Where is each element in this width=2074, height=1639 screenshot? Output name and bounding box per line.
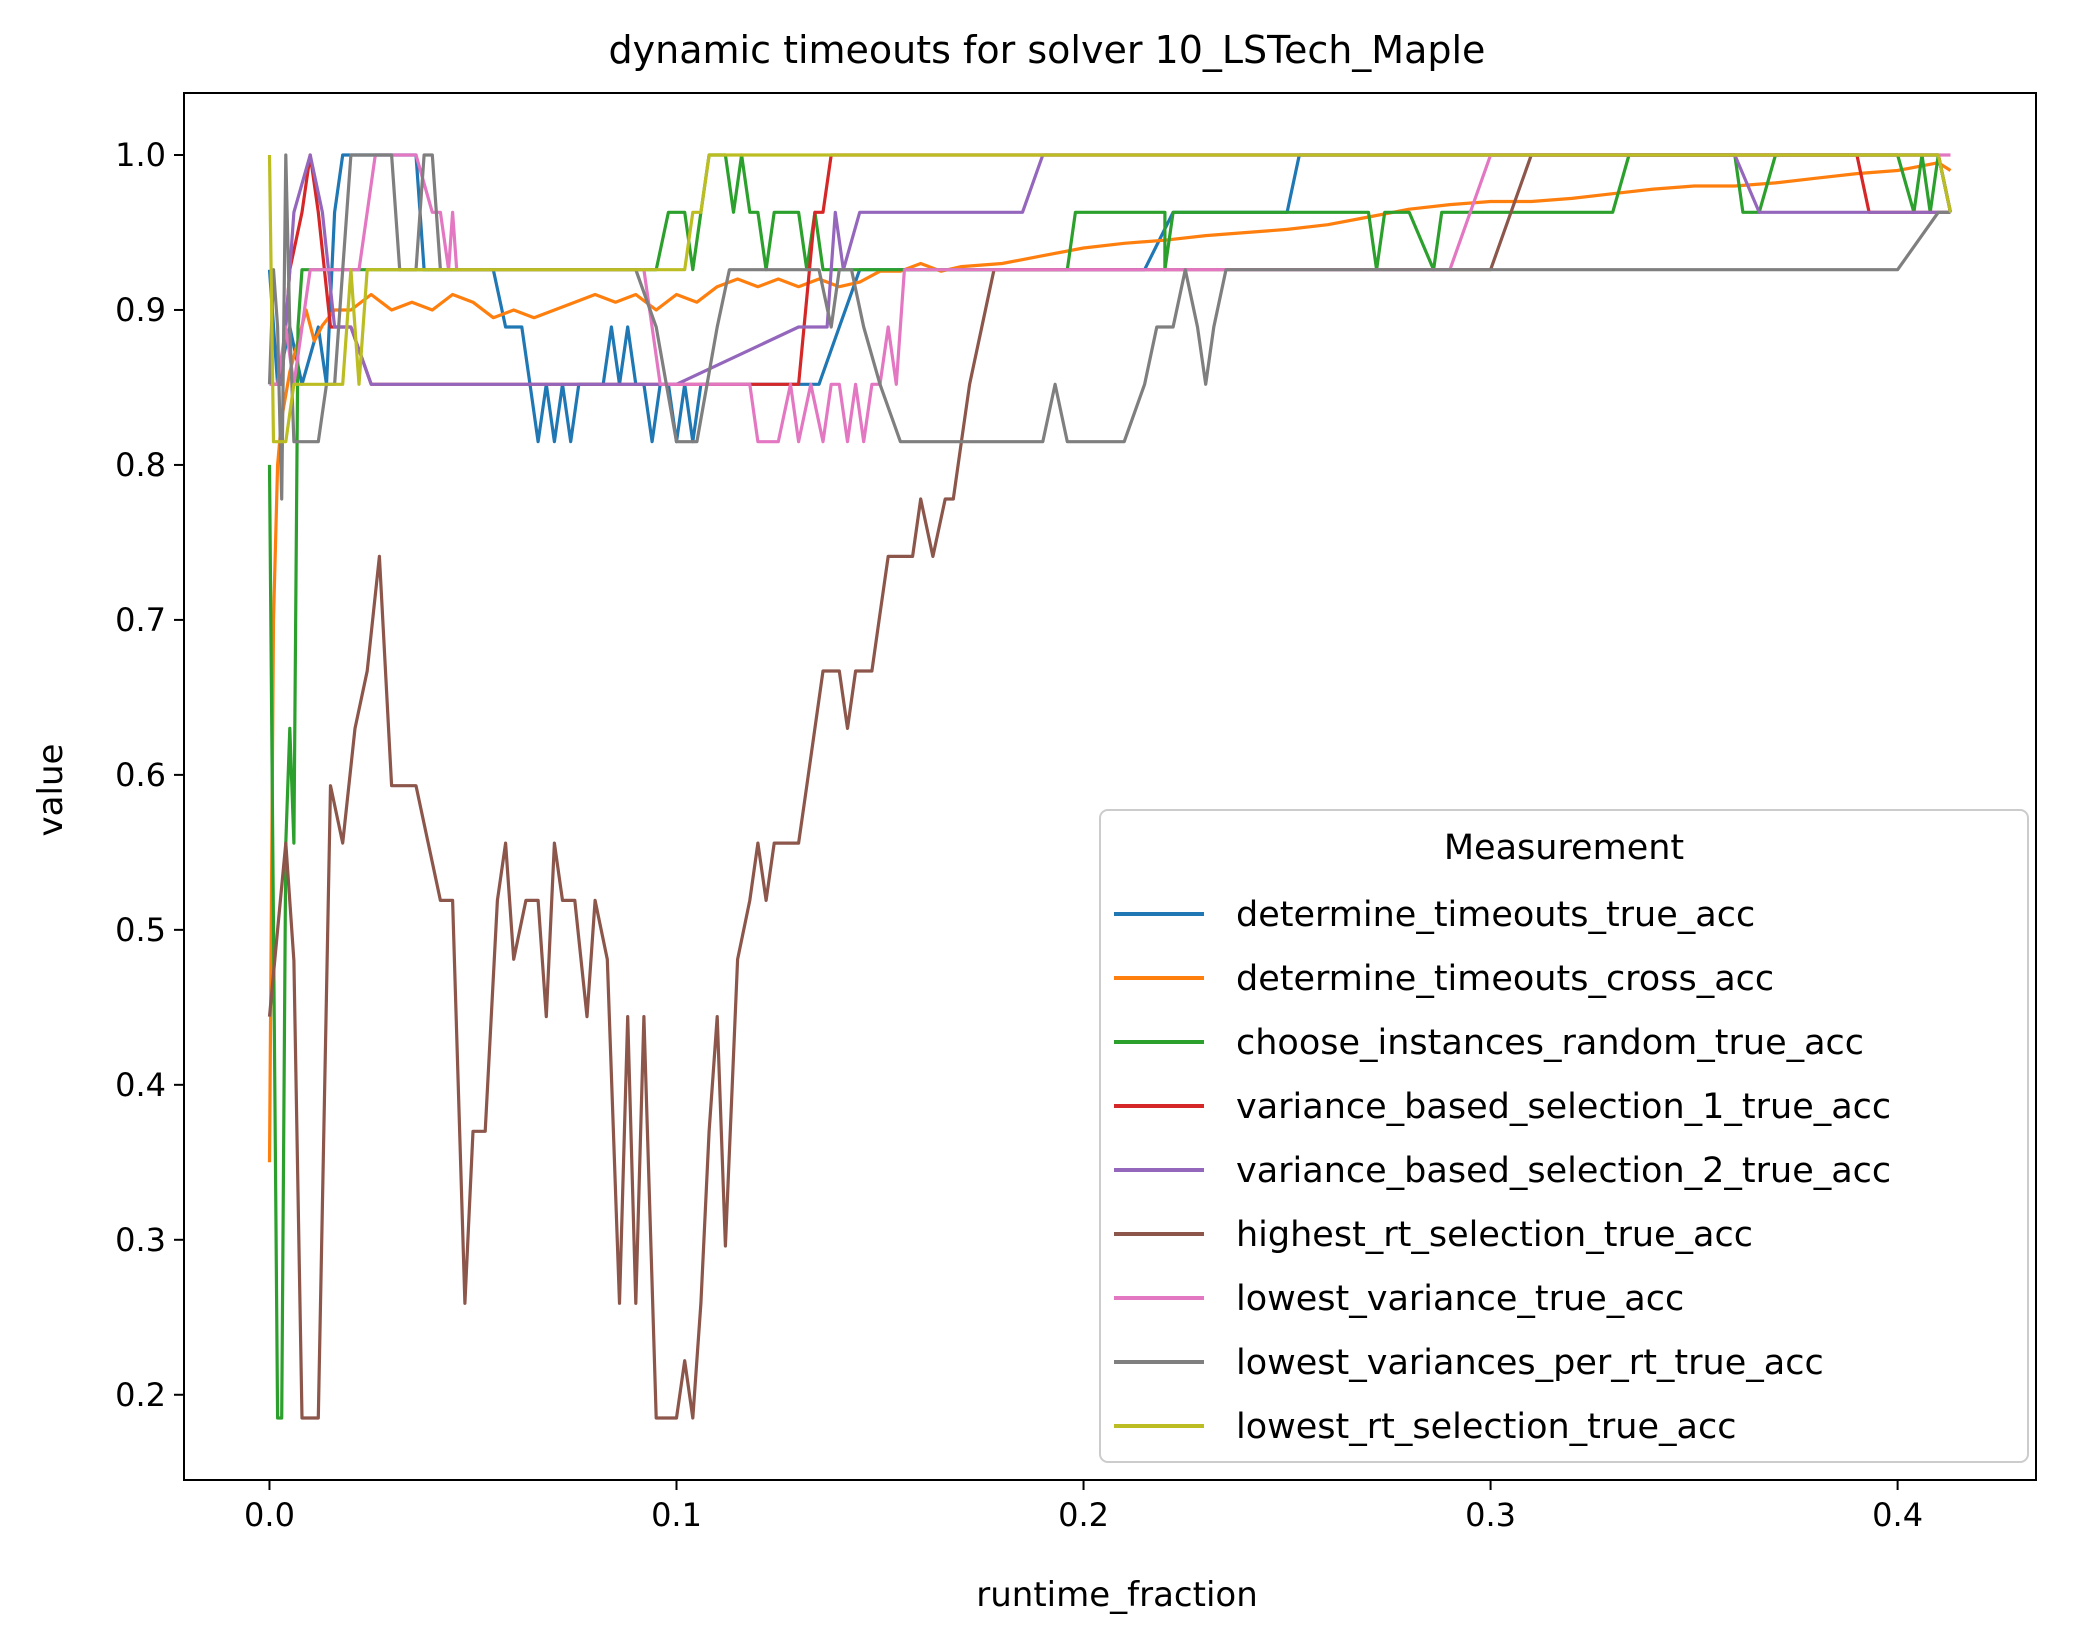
legend-label: lowest_variance_true_acc: [1236, 1279, 1684, 1319]
y-axis: 0.2 0.3 0.4 0.5 0.6 0.7 0.8 0.9 1.0: [115, 136, 184, 1414]
series-line-8: [267, 153, 1953, 444]
y-tick-label: 0.8: [115, 446, 166, 484]
y-tick-label: 0.4: [115, 1066, 166, 1104]
chart-title: dynamic timeouts for solver 10_LSTech_Ma…: [609, 28, 1486, 72]
legend: Measurement determine_timeouts_true_accd…: [1099, 809, 2029, 1463]
legend-items: determine_timeouts_true_acc determine_tim…: [1114, 895, 1891, 1447]
y-tick-label: 0.5: [115, 911, 166, 949]
x-tick-label: 0.0: [244, 1496, 295, 1534]
series-line-6: [269, 153, 1951, 444]
legend-title: Measurement: [1444, 828, 1684, 868]
x-tick-label: 0.3: [1465, 1496, 1516, 1534]
y-tick-label: 0.9: [115, 291, 166, 329]
legend-label: lowest_variances_per_rt_true_acc: [1236, 1343, 1824, 1383]
legend-label: variance_based_selection_1_true_acc: [1236, 1087, 1891, 1127]
y-tick-label: 0.7: [115, 601, 166, 639]
y-tick-label: 0.6: [115, 756, 166, 794]
y-tick-label: 0.3: [115, 1221, 166, 1259]
y-tick-label: 1.0: [115, 136, 166, 174]
legend-label: variance_based_selection_2_true_acc: [1236, 1151, 1891, 1191]
legend-label: choose_instances_random_true_acc: [1236, 1023, 1864, 1063]
x-axis-label: runtime_fraction: [976, 1575, 1258, 1615]
legend-label: determine_timeouts_cross_acc: [1236, 959, 1774, 999]
legend-label: highest_rt_selection_true_acc: [1236, 1215, 1753, 1255]
plot-lines: [267, 153, 1953, 1420]
x-tick-label: 0.2: [1058, 1496, 1109, 1534]
x-tick-label: 0.4: [1872, 1496, 1923, 1534]
x-axis: 0.0 0.1 0.2 0.3 0.4: [244, 1480, 1923, 1534]
legend-label: determine_timeouts_true_acc: [1236, 895, 1755, 935]
legend-box: [1099, 809, 2029, 1463]
plot-frame: [183, 92, 2037, 1481]
y-axis-label: value: [31, 744, 71, 837]
x-tick-label: 0.1: [651, 1496, 702, 1534]
y-tick-label: 0.2: [115, 1376, 166, 1414]
legend-label: lowest_rt_selection_true_acc: [1236, 1407, 1736, 1447]
